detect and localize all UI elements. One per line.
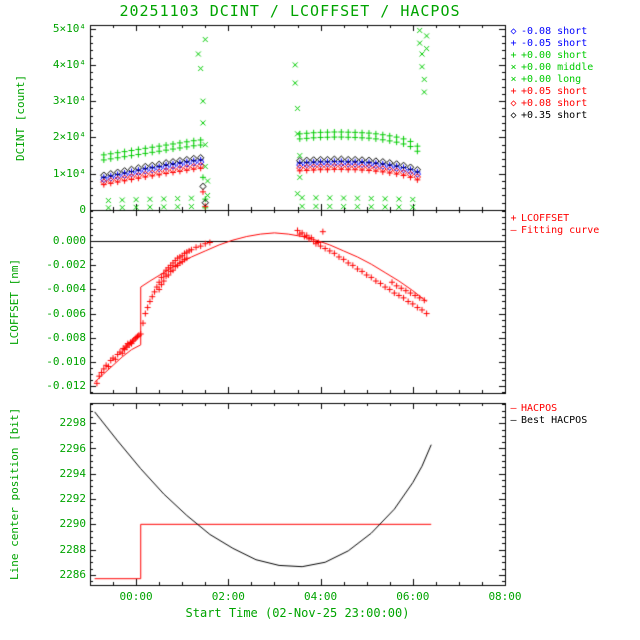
legend-lcoffset: + LCOFFSET — Fitting curve — [508, 213, 599, 237]
legend-entry: + -0.05 short — [508, 38, 593, 50]
legend-label: LCOFFSET — [521, 213, 570, 224]
y-tick-label: 3×10⁴ — [52, 94, 86, 108]
legend-marker-icon: × — [510, 74, 517, 85]
y-tick-label: -0.012 — [46, 378, 86, 392]
legend-marker-icon: ◇ — [510, 98, 517, 109]
legend-entry: — Best HACPOS — [508, 415, 587, 427]
y-tick-label: 4×10⁴ — [52, 57, 86, 71]
legend-hacpos: — HACPOS — Best HACPOS — [508, 403, 587, 427]
x-tick-label: 04:00 — [303, 590, 338, 603]
x-tick-label: 00:00 — [119, 590, 153, 603]
legend-label: -0.05 short — [521, 38, 588, 49]
y-tick-label: -0.006 — [46, 306, 86, 320]
legend-marker-icon: — — [510, 403, 517, 414]
y-tick-label: -0.008 — [46, 330, 86, 344]
legend-entry: ◇ +0.35 short — [508, 110, 593, 122]
legend-marker-icon: × — [510, 62, 517, 73]
legend-marker-icon: ◇ — [510, 110, 517, 121]
legend-label: Best HACPOS — [521, 415, 588, 426]
y-tick-label: 5×10⁴ — [52, 21, 86, 35]
legend-label: HACPOS — [521, 403, 558, 414]
legend-entry: × +0.00 middle — [508, 62, 593, 74]
x-tick-label: 06:00 — [396, 590, 430, 603]
y-tick-label: 0 — [79, 203, 86, 216]
y-tick-label: 0.000 — [52, 234, 86, 248]
legend-label: +0.08 short — [521, 98, 588, 109]
legend-label: +0.00 long — [521, 74, 582, 85]
y-tick-label: 2290 — [59, 517, 87, 531]
y-tick-label: 2294 — [59, 466, 87, 480]
legend-entry: ◇ -0.08 short — [508, 26, 593, 38]
x-axis-label: Start Time (02-Nov-25 23:00:00) — [185, 606, 410, 620]
legend-marker-icon: + — [510, 50, 517, 61]
legend-entry: ◇ +0.08 short — [508, 98, 593, 110]
y-tick-label: 2298 — [59, 416, 87, 430]
legend-marker-icon: + — [510, 213, 517, 224]
legend-entry: — HACPOS — [508, 403, 587, 415]
y-tick-label: -0.002 — [46, 258, 86, 272]
page-title: 20251103 DCINT / LCOFFSET / HACPOS — [119, 2, 461, 20]
y-tick-label: 2296 — [59, 441, 87, 455]
y-tick-label: -0.004 — [46, 282, 86, 296]
y-tick-label: 1×10⁴ — [52, 166, 86, 180]
y-tick-label: 2286 — [59, 567, 87, 581]
legend-label: -0.08 short — [521, 26, 588, 37]
y-tick-label: 2288 — [59, 542, 87, 556]
x-tick-label: 02:00 — [211, 590, 245, 603]
legend-label: +0.35 short — [521, 110, 588, 121]
legend-dcint: ◇ -0.08 short + -0.05 short + +0.00 short × +0.… — [508, 26, 593, 122]
legend-entry: × +0.00 long — [508, 74, 593, 86]
legend-entry: + LCOFFSET — [508, 213, 599, 225]
legend-marker-icon: + — [510, 38, 517, 49]
legend-label: +0.00 middle — [521, 62, 594, 73]
legend-label: Fitting curve — [521, 225, 600, 236]
legend-marker-icon: — — [510, 415, 517, 426]
legend-label: +0.00 short — [521, 50, 588, 61]
legend-entry: — Fitting curve — [508, 225, 599, 237]
legend-marker-icon: ◇ — [510, 26, 517, 37]
y-tick-label: -0.010 — [46, 354, 86, 368]
legend-entry: + +0.00 short — [508, 50, 593, 62]
legend-label: +0.05 short — [521, 86, 588, 97]
y-tick-label: 2292 — [59, 492, 87, 506]
legend-marker-icon: — — [510, 225, 517, 236]
y-tick-label: 2×10⁴ — [52, 130, 86, 144]
x-tick-label: 08:00 — [488, 590, 522, 603]
legend-entry: + +0.05 short — [508, 86, 593, 98]
legend-marker-icon: + — [510, 86, 517, 97]
